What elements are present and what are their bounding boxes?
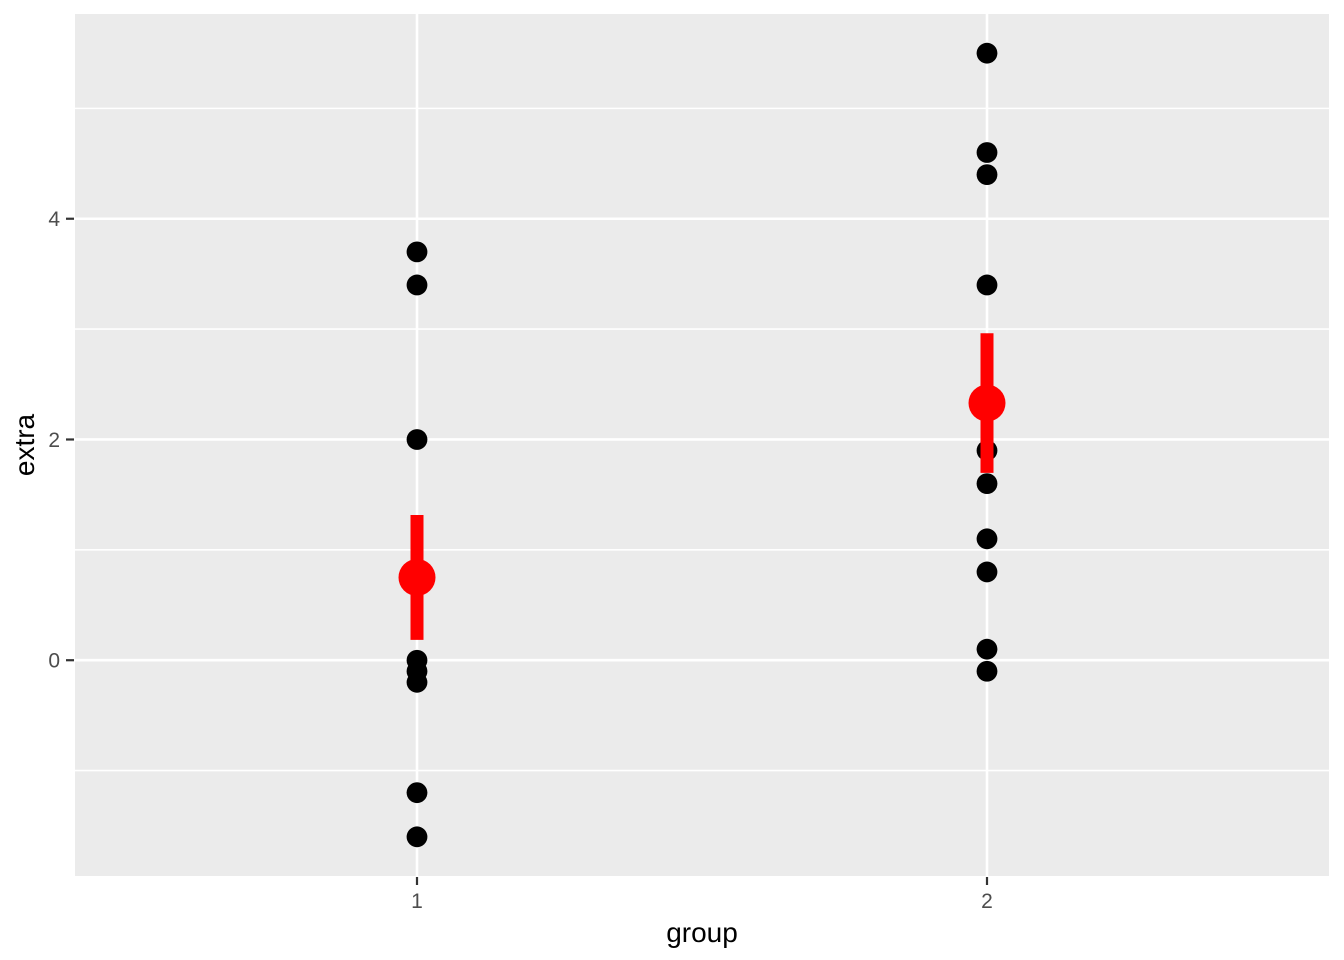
panel-background xyxy=(75,14,1329,876)
data-point xyxy=(406,649,428,671)
x-tick-label: 2 xyxy=(981,890,993,913)
data-point xyxy=(976,42,998,64)
y-tick-label: 2 xyxy=(48,429,60,452)
data-point xyxy=(976,638,998,660)
data-point xyxy=(976,660,998,682)
y-tick-label: 4 xyxy=(48,208,60,231)
data-point xyxy=(406,782,428,804)
y-tick-label: 0 xyxy=(48,650,60,673)
data-point xyxy=(976,473,998,495)
data-point xyxy=(976,561,998,583)
data-point xyxy=(976,528,998,550)
data-point xyxy=(406,429,428,450)
data-point xyxy=(976,274,998,296)
data-point xyxy=(976,142,998,163)
y-axis-title: extra xyxy=(9,413,40,476)
data-point xyxy=(406,826,428,848)
summary-mean-point xyxy=(968,384,1006,422)
data-point xyxy=(406,274,428,296)
x-tick-label: 1 xyxy=(411,890,423,913)
data-point xyxy=(406,241,428,263)
x-axis-title: group xyxy=(666,917,738,948)
plot-area: 0 2 4 1 2 xyxy=(48,14,1329,913)
data-point xyxy=(976,164,998,185)
summary-mean-point xyxy=(398,558,436,596)
